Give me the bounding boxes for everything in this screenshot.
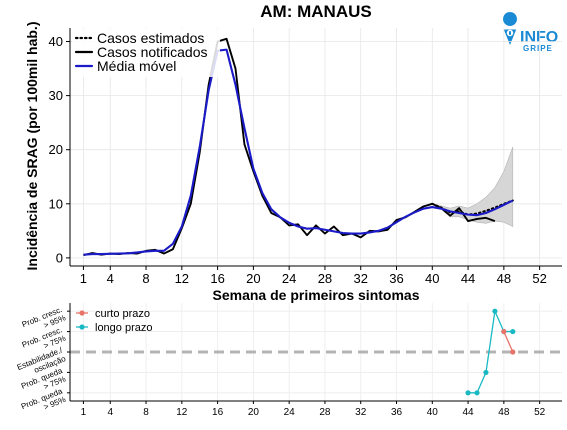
trend-line-curto-prazo xyxy=(503,331,514,353)
logo-text-gripe: GRIPE xyxy=(523,44,553,53)
legend-label: Média móvel xyxy=(97,58,176,74)
trend-point-curto-prazo xyxy=(501,328,507,335)
trend-x-tick-label: 44 xyxy=(463,407,475,418)
y-tick-label: 10 xyxy=(49,196,63,211)
trend-x-tick-label: 12 xyxy=(176,407,188,418)
trend-point-longo-prazo xyxy=(510,328,516,335)
y-tick-label: 40 xyxy=(49,34,63,49)
series-media-movel xyxy=(83,48,514,256)
trend-point-longo-prazo xyxy=(483,369,489,376)
trend-x-tick-label: 48 xyxy=(498,407,510,418)
trend-category-label: Prob. queda> 95% xyxy=(20,386,67,411)
estimate-confidence-band xyxy=(432,146,514,227)
infogripe-logo: INFO GRIPE xyxy=(503,12,558,53)
legend-label: Casos estimados xyxy=(97,30,204,46)
x-tick-label: 44 xyxy=(461,271,475,286)
x-tick-label: 1 xyxy=(80,271,87,286)
trend-x-tick-label: 52 xyxy=(534,407,546,418)
trend-point-curto-prazo xyxy=(510,349,516,355)
trend-x-tick-label: 20 xyxy=(248,407,260,418)
y-tick-label: 20 xyxy=(49,142,63,157)
x-tick-label: 4 xyxy=(107,271,114,286)
main-series xyxy=(83,37,514,257)
trend-legend-dot xyxy=(79,324,85,330)
confidence-band-area xyxy=(432,146,514,227)
trend-legend-label: curto prazo xyxy=(95,308,150,320)
trend-legend: curto prazo longo prazo xyxy=(76,308,153,334)
x-tick-label: 8 xyxy=(142,271,149,286)
y-tick-label: 0 xyxy=(56,250,63,265)
trend-legend-dot xyxy=(79,310,85,316)
x-tick-label: 24 xyxy=(282,271,296,286)
legend-background xyxy=(72,29,220,77)
x-tick-label: 20 xyxy=(246,271,260,286)
trend-x-tick-label: 24 xyxy=(284,407,296,418)
trend-x-tick-label: 40 xyxy=(427,407,439,418)
x-tick-label: 40 xyxy=(425,271,439,286)
x-tick-label: 28 xyxy=(318,271,332,286)
trend-grid xyxy=(70,303,562,401)
trend-x-tick-label: 32 xyxy=(355,407,367,418)
trend-point-longo-prazo xyxy=(492,308,498,314)
trend-point-longo-prazo xyxy=(474,390,480,396)
legend-label: Casos notificados xyxy=(97,44,208,60)
x-axis-title: Semana de primeiros sintomas xyxy=(213,287,420,303)
x-tick-label: 48 xyxy=(497,271,511,286)
x-tick-label: 36 xyxy=(389,271,403,286)
trend-x-tick-label: 16 xyxy=(212,407,224,418)
x-tick-label: 52 xyxy=(532,271,546,286)
y-tick-label: 30 xyxy=(49,88,63,103)
x-tick-label: 12 xyxy=(175,271,189,286)
location-pin-icon xyxy=(503,12,518,45)
trend-series xyxy=(465,308,516,396)
trend-legend-label: longo prazo xyxy=(95,322,153,334)
trend-x-tick-label: 1 xyxy=(81,407,87,418)
x-tick-label: 32 xyxy=(353,271,367,286)
y-axis-title: Incidência de SRAG (por 100mil hab.) xyxy=(24,22,40,271)
trend-x-tick-label: 4 xyxy=(107,407,113,418)
trend-x-tick-label: 28 xyxy=(319,407,331,418)
trend-point-longo-prazo xyxy=(465,390,471,396)
trend-x-tick-label: 8 xyxy=(143,407,149,418)
chart-title: AM: MANAUS xyxy=(260,2,371,21)
x-tick-label: 16 xyxy=(210,271,224,286)
trend-x-tick-label: 36 xyxy=(391,407,403,418)
